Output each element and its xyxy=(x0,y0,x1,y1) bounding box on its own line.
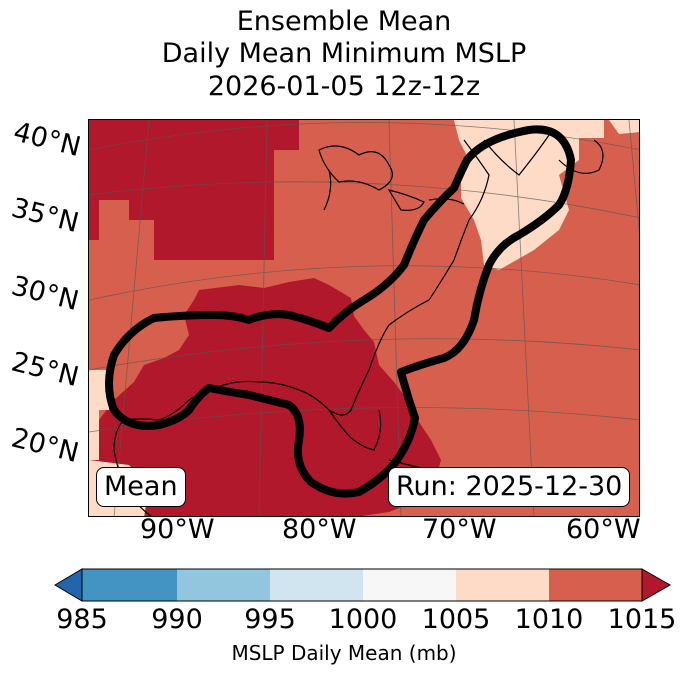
colorbar-tick-1005: 1005 xyxy=(421,604,491,635)
lat-label-30: 30°N xyxy=(8,270,82,318)
colorbar xyxy=(54,568,672,602)
colorbar-seg-1000 xyxy=(363,569,456,601)
lon-label-90: 90°W xyxy=(140,514,215,545)
colorbar-seg-1010 xyxy=(549,569,642,601)
map-panel xyxy=(88,119,640,517)
lat-label-40: 40°N xyxy=(10,116,84,164)
lat-label-25: 25°N xyxy=(8,346,82,394)
colorbar-upper-extend xyxy=(641,568,672,602)
mean-label: Mean xyxy=(96,467,186,507)
colorbar-tick-990: 990 xyxy=(151,604,203,635)
colorbar-tick-1010: 1010 xyxy=(514,604,584,635)
run-label: Run: 2025-12-30 xyxy=(388,467,631,507)
colorbar-seg-985 xyxy=(82,569,177,601)
title-line-3: 2026-01-05 12z-12z xyxy=(207,71,481,102)
colorbar-label: MSLP Daily Mean (mb) xyxy=(231,641,457,665)
colorbar-tick-1000: 1000 xyxy=(328,604,398,635)
colorbar-tick-995: 995 xyxy=(244,604,296,635)
colorbar-tick-1015: 1015 xyxy=(607,604,677,635)
field-1005-west-1 xyxy=(89,370,109,460)
colorbar-tick-985: 985 xyxy=(56,604,108,635)
contour-line xyxy=(105,125,575,498)
colorbar-seg-990 xyxy=(177,569,270,601)
colorbar-seg-995 xyxy=(270,569,363,601)
lat-label-35: 35°N xyxy=(8,192,82,240)
title-line-2: Daily Mean Minimum MSLP xyxy=(161,38,527,69)
colorbar-seg-1005 xyxy=(456,569,549,601)
lon-label-60: 60°W xyxy=(566,514,641,545)
field-1005-corner xyxy=(609,120,639,134)
field-1015-northwest xyxy=(89,120,299,260)
lat-label-20: 20°N xyxy=(8,422,82,470)
colorbar-outline xyxy=(81,568,643,602)
colorbar-lower-extend xyxy=(54,568,83,602)
title-line-1: Ensemble Mean xyxy=(236,6,452,37)
lon-label-70: 70°W xyxy=(422,514,497,545)
lon-label-80: 80°W xyxy=(282,514,357,545)
map-canvas xyxy=(89,120,639,516)
